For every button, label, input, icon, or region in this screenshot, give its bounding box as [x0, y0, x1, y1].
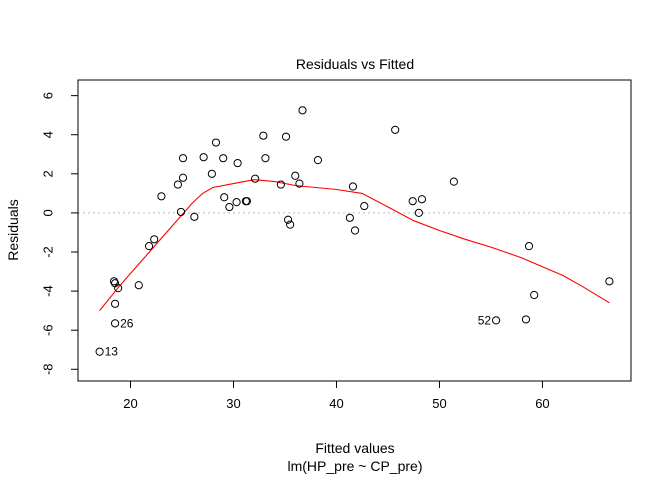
data-point	[233, 158, 242, 168]
data-point	[295, 179, 304, 188]
data-point	[283, 215, 293, 224]
data-point	[291, 171, 300, 180]
chart-title: Residuals vs Fitted	[296, 56, 414, 72]
point-annotations: 13 26 52	[105, 313, 492, 358]
y-axis-label: Residuals	[5, 199, 21, 260]
y-axis: -8 -6 -4 -2 0 2 4 6	[41, 92, 79, 375]
data-point	[313, 156, 323, 165]
smooth-trend-line	[99, 179, 610, 311]
data-point	[408, 197, 417, 206]
data-point	[261, 154, 270, 163]
data-point	[286, 220, 295, 229]
data-point	[345, 213, 354, 222]
x-axis-label: Fitted values	[315, 440, 394, 456]
data-point	[530, 290, 539, 300]
point-annotation-label: 13	[105, 345, 119, 359]
y-tick-label: -2	[41, 246, 56, 258]
data-point	[114, 284, 123, 293]
x-axis: 20 30 40 50 60	[123, 380, 550, 411]
y-tick-label: 4	[41, 131, 56, 138]
data-point	[219, 154, 228, 163]
residual-points	[95, 106, 614, 356]
data-point	[348, 182, 358, 191]
x-axis-sublabel: lm(HP_pre ~ CP_pre)	[288, 458, 423, 474]
data-point	[360, 201, 369, 211]
data-point	[157, 192, 166, 201]
data-point	[144, 242, 154, 251]
data-point	[414, 208, 423, 218]
y-tick-label: 0	[41, 209, 56, 216]
data-point	[449, 177, 458, 186]
point-annotation-label: 52	[478, 313, 492, 327]
data-point	[232, 198, 241, 207]
data-point	[298, 106, 307, 115]
data-point	[391, 125, 400, 134]
data-point	[417, 195, 427, 204]
data-point	[211, 138, 221, 147]
data-point	[350, 226, 360, 235]
data-point	[190, 212, 199, 221]
data-point	[491, 316, 501, 325]
data-point	[207, 169, 216, 178]
data-point	[281, 132, 291, 141]
data-point	[178, 173, 188, 182]
y-tick-label: -8	[41, 363, 56, 375]
data-point	[150, 235, 159, 244]
plot-frame	[77, 79, 632, 382]
x-tick-label: 60	[535, 396, 549, 411]
data-point	[178, 154, 188, 163]
data-point	[110, 319, 120, 328]
x-tick-label: 40	[329, 396, 343, 411]
y-tick-label: 6	[41, 92, 56, 99]
data-point	[199, 153, 208, 162]
data-point	[521, 315, 531, 324]
data-point	[251, 174, 260, 183]
data-point	[176, 207, 186, 217]
x-tick-label: 50	[432, 396, 446, 411]
point-annotation-label: 26	[120, 316, 134, 330]
y-tick-label: -6	[41, 324, 56, 336]
x-tick-label: 30	[226, 396, 240, 411]
data-point	[95, 347, 104, 356]
data-point	[605, 277, 614, 286]
x-tick-label: 20	[123, 396, 137, 411]
data-point	[134, 281, 143, 290]
data-point	[225, 202, 234, 212]
y-tick-label: -4	[41, 285, 56, 297]
data-point	[259, 131, 268, 140]
data-point	[110, 299, 120, 308]
y-tick-label: 2	[41, 170, 56, 177]
data-point	[276, 180, 285, 189]
data-point	[109, 277, 119, 286]
data-point	[220, 193, 229, 202]
data-point	[524, 242, 534, 251]
data-point	[173, 180, 182, 189]
data-point	[242, 197, 251, 206]
